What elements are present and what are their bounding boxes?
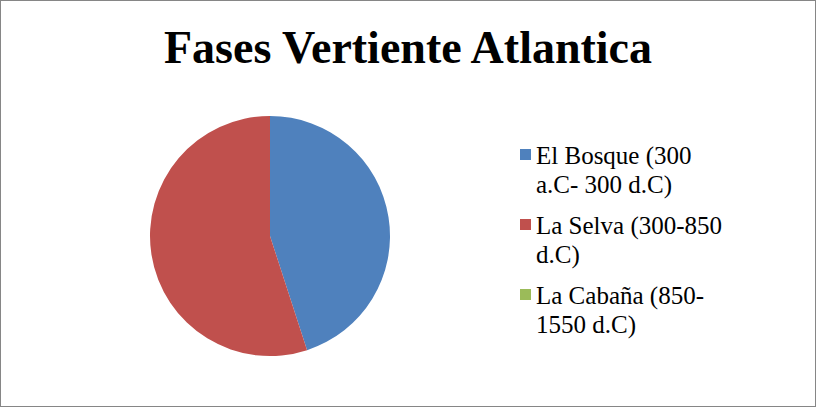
legend: El Bosque (300a.C- 300 d.C) La Selva (300… [520, 142, 722, 339]
legend-label-line: 1550 d.C) [536, 311, 636, 339]
legend-label-line: d.C) [536, 241, 580, 269]
legend-label: La Cabaña (850-1550 d.C) [536, 282, 704, 339]
chart-title: Fases Vertiente Atlantica [164, 22, 652, 73]
legend-label-line: La Selva (300-850 [536, 212, 722, 240]
legend-swatch [520, 149, 531, 160]
legend-label: La Selva (300-850d.C) [536, 212, 722, 269]
legend-label: El Bosque (300a.C- 300 d.C) [536, 142, 692, 199]
legend-swatch [520, 219, 531, 230]
pie-slice [150, 116, 307, 356]
legend-label-line: a.C- 300 d.C) [536, 171, 672, 199]
legend-swatch [520, 289, 531, 300]
legend-label-line: El Bosque (300 [536, 142, 692, 170]
chart-frame [1, 1, 816, 407]
chart-svg: Fases Vertiente Atlantica El Bosque (300a… [0, 0, 816, 407]
legend-label-line: La Cabaña (850- [536, 282, 704, 310]
pie [150, 116, 390, 356]
chart-container: {"chart_data": {"type": "pie", "title": … [0, 0, 816, 407]
